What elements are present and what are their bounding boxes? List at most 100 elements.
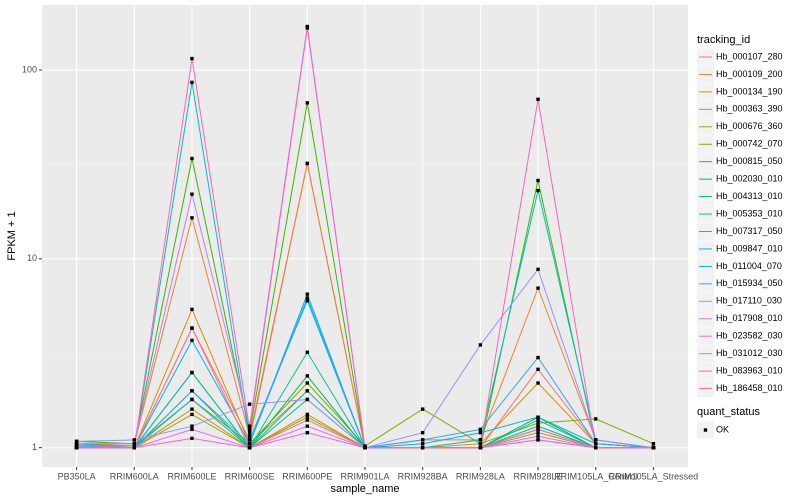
data-point <box>536 427 540 432</box>
x-tick-label: RRIM928LA <box>456 471 505 481</box>
data-point <box>478 431 483 435</box>
legend-label: Hb_004313_010 <box>716 191 783 201</box>
data-point <box>74 443 79 447</box>
legend-label: Hb_000742_070 <box>716 139 783 149</box>
legend-shape <box>703 428 708 432</box>
data-point <box>594 445 598 450</box>
legend-label: Hb_005353_010 <box>716 208 783 218</box>
data-point <box>305 296 310 300</box>
data-point <box>478 445 483 450</box>
data-point <box>74 439 79 444</box>
data-point <box>190 156 194 161</box>
data-point <box>478 343 483 347</box>
data-point <box>305 350 310 354</box>
legend-label: Hb_000134_190 <box>716 86 783 96</box>
legend-label: Hb_023582_030 <box>716 331 783 341</box>
x-tick-label: RRIM105LA_Control <box>554 471 637 481</box>
y-tick-label: 1 <box>32 442 37 452</box>
data-point <box>536 367 540 372</box>
legend-label: Hb_002030_010 <box>716 174 783 184</box>
data-point <box>247 431 252 435</box>
data-point <box>305 101 310 105</box>
data-point <box>536 438 540 442</box>
data-point <box>190 397 194 402</box>
data-point <box>305 418 310 422</box>
data-point <box>247 427 252 432</box>
legend-label: Hb_186458_010 <box>716 383 783 393</box>
legend-label: Hb_017908_010 <box>716 313 783 323</box>
data-point <box>305 415 310 419</box>
data-point <box>420 445 425 450</box>
data-point <box>305 397 310 402</box>
data-point <box>190 326 194 330</box>
legend-label: Hb_015934_050 <box>716 278 783 288</box>
data-point <box>132 438 136 442</box>
data-point <box>305 299 310 303</box>
data-point <box>305 412 310 417</box>
data-point <box>132 441 136 446</box>
data-point <box>247 445 252 450</box>
y-tick-label: 10 <box>27 253 37 263</box>
data-point <box>190 80 194 85</box>
data-point <box>420 441 425 446</box>
data-point <box>536 286 540 290</box>
x-tick-label: RRIM600PE <box>282 471 332 481</box>
data-point <box>247 441 252 446</box>
data-point <box>74 445 79 450</box>
data-point <box>132 445 136 450</box>
legend-label: Hb_017110_030 <box>716 296 782 306</box>
data-point <box>305 161 310 166</box>
data-point <box>190 192 194 196</box>
legend-title: tracking_id <box>697 34 750 46</box>
x-tick-label: RRIM600LA <box>110 471 159 481</box>
data-point <box>190 389 194 393</box>
legend-label: Hb_000676_360 <box>716 121 783 131</box>
data-point <box>305 292 310 296</box>
shape-legend-title: quant_status <box>697 406 760 418</box>
x-tick-label: RRIM600SE <box>225 471 275 481</box>
data-point <box>594 438 598 442</box>
legend-label: Hb_011004_070 <box>716 261 782 271</box>
y-tick-label: 100 <box>22 64 37 74</box>
data-point <box>190 424 194 428</box>
legend-label: Hb_031012_030 <box>716 348 783 358</box>
data-point <box>190 412 194 417</box>
data-point <box>536 355 540 360</box>
data-point <box>305 424 310 428</box>
data-point <box>536 178 540 183</box>
data-point <box>478 438 483 442</box>
data-point <box>190 407 194 411</box>
data-point <box>594 441 598 446</box>
data-point <box>190 56 194 61</box>
data-point <box>305 374 310 378</box>
x-tick-label: RRIM928LE <box>514 471 563 481</box>
data-point <box>190 370 194 375</box>
legend-label: Hb_009847_010 <box>716 243 783 253</box>
legend-label: Hb_000815_050 <box>716 156 783 166</box>
data-point <box>651 445 656 450</box>
data-point <box>536 381 540 385</box>
data-point <box>478 441 483 446</box>
data-point <box>247 438 252 442</box>
data-point <box>536 431 540 435</box>
legend-label: Hb_083963_010 <box>716 365 783 375</box>
x-tick-label: RRIM105LA_Stressed <box>609 471 699 481</box>
data-point <box>305 381 310 385</box>
data-point <box>190 338 194 343</box>
x-tick-label: RRIM600LE <box>167 471 216 481</box>
data-point <box>190 427 194 432</box>
x-tick-label: RRIM928BA <box>398 471 448 481</box>
data-point <box>247 402 252 406</box>
data-point <box>190 216 194 220</box>
data-point <box>420 438 425 442</box>
data-point <box>305 431 310 435</box>
legend-label: OK <box>716 424 729 434</box>
x-tick-label: PB350LA <box>58 471 96 481</box>
data-point <box>247 434 252 438</box>
x-axis-title: sample_name <box>330 483 399 495</box>
data-point <box>190 307 194 312</box>
legend-label: Hb_007317_050 <box>716 226 783 236</box>
data-point <box>536 97 540 101</box>
data-point <box>536 424 540 428</box>
